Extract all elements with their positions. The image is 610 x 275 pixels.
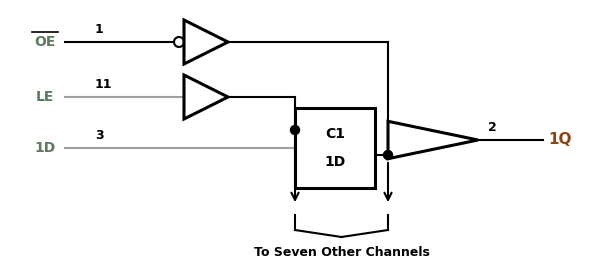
Circle shape	[290, 125, 300, 134]
Text: OE: OE	[34, 35, 56, 49]
Text: 2: 2	[488, 121, 497, 134]
Text: LE: LE	[36, 90, 54, 104]
Text: 1: 1	[95, 23, 104, 36]
Circle shape	[384, 150, 392, 160]
Bar	[295, 108, 375, 188]
Text: 3: 3	[95, 129, 104, 142]
Text: C1: C1	[325, 126, 345, 141]
Polygon shape	[184, 20, 228, 64]
Text: 1D: 1D	[325, 155, 346, 169]
Text: 11: 11	[95, 78, 112, 91]
Polygon shape	[388, 121, 478, 159]
Text: 1D: 1D	[34, 141, 56, 155]
Text: To Seven Other Channels: To Seven Other Channels	[254, 246, 429, 258]
Polygon shape	[184, 75, 228, 119]
Text: 1Q: 1Q	[548, 133, 572, 147]
